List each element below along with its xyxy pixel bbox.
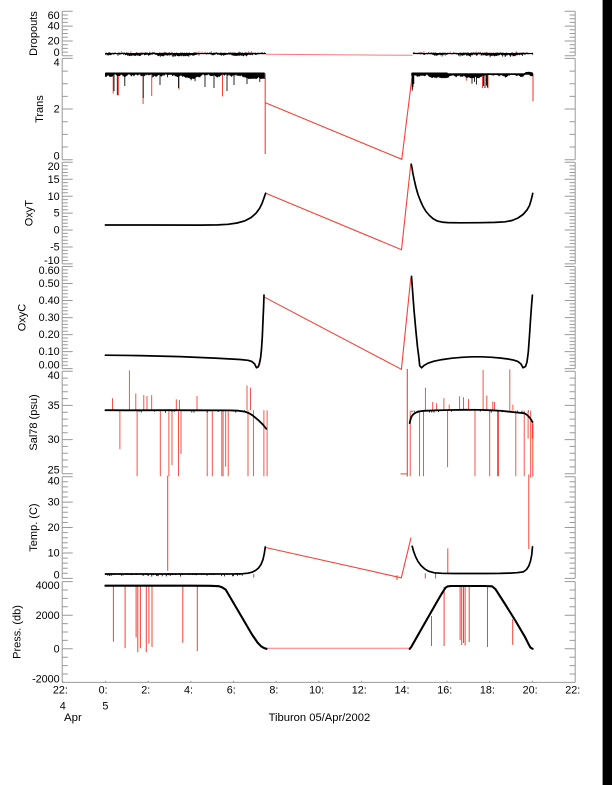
svg-text:4: 4 bbox=[54, 57, 60, 69]
svg-text:0: 0 bbox=[54, 151, 60, 163]
svg-text:Sal78 (psu): Sal78 (psu) bbox=[28, 394, 40, 450]
svg-text:0.30: 0.30 bbox=[39, 312, 60, 324]
svg-text:0: 0 bbox=[54, 569, 60, 581]
svg-text:16:: 16: bbox=[437, 685, 452, 697]
svg-text:12:: 12: bbox=[352, 685, 367, 697]
svg-text:40: 40 bbox=[48, 475, 60, 487]
svg-text:8:: 8: bbox=[269, 685, 278, 697]
svg-text:Press. (db): Press. (db) bbox=[11, 605, 23, 659]
svg-text:5: 5 bbox=[54, 208, 60, 220]
svg-text:20: 20 bbox=[48, 161, 60, 173]
svg-text:4:: 4: bbox=[184, 685, 193, 697]
svg-text:20:: 20: bbox=[523, 685, 538, 697]
svg-text:20: 20 bbox=[48, 522, 60, 534]
svg-text:14:: 14: bbox=[394, 685, 409, 697]
svg-text:15: 15 bbox=[48, 174, 60, 186]
svg-text:40: 40 bbox=[48, 370, 60, 382]
svg-text:OxyT: OxyT bbox=[24, 200, 36, 227]
svg-text:-10: -10 bbox=[44, 255, 60, 267]
svg-text:0:: 0: bbox=[99, 685, 108, 697]
svg-text:4000: 4000 bbox=[36, 580, 60, 592]
svg-text:60: 60 bbox=[48, 10, 60, 22]
svg-text:22:: 22: bbox=[53, 685, 68, 697]
svg-text:Trans: Trans bbox=[34, 95, 46, 123]
svg-text:-5: -5 bbox=[50, 242, 60, 254]
svg-text:4: 4 bbox=[60, 700, 66, 712]
svg-text:0.00: 0.00 bbox=[39, 360, 60, 372]
svg-text:22:: 22: bbox=[565, 685, 580, 697]
svg-text:30: 30 bbox=[48, 434, 60, 446]
svg-text:10: 10 bbox=[48, 548, 60, 560]
svg-text:0: 0 bbox=[54, 225, 60, 237]
svg-text:0.20: 0.20 bbox=[39, 329, 60, 341]
svg-text:30: 30 bbox=[48, 497, 60, 509]
svg-text:0.40: 0.40 bbox=[39, 295, 60, 307]
svg-text:0: 0 bbox=[54, 643, 60, 655]
svg-text:-2000: -2000 bbox=[32, 673, 60, 685]
svg-text:Dropouts: Dropouts bbox=[28, 11, 40, 56]
svg-text:25: 25 bbox=[48, 465, 60, 477]
svg-text:5: 5 bbox=[102, 700, 108, 712]
svg-text:Tiburon 05/Apr/2002: Tiburon 05/Apr/2002 bbox=[269, 712, 371, 724]
svg-text:0.50: 0.50 bbox=[39, 278, 60, 290]
svg-text:0.60: 0.60 bbox=[39, 265, 60, 277]
svg-text:6:: 6: bbox=[227, 685, 236, 697]
svg-text:2: 2 bbox=[54, 104, 60, 116]
svg-text:10: 10 bbox=[48, 191, 60, 203]
svg-text:0: 0 bbox=[54, 47, 60, 59]
svg-text:0.10: 0.10 bbox=[39, 346, 60, 358]
svg-text:40: 40 bbox=[48, 21, 60, 33]
svg-text:10:: 10: bbox=[309, 685, 324, 697]
svg-text:Apr: Apr bbox=[64, 712, 82, 724]
svg-text:OxyC: OxyC bbox=[17, 304, 29, 332]
svg-text:20: 20 bbox=[48, 36, 60, 48]
svg-text:18:: 18: bbox=[480, 685, 495, 697]
svg-text:35: 35 bbox=[48, 400, 60, 412]
svg-text:2000: 2000 bbox=[36, 610, 60, 622]
svg-text:2:: 2: bbox=[141, 685, 150, 697]
svg-text:Temp. (C): Temp. (C) bbox=[28, 503, 40, 551]
